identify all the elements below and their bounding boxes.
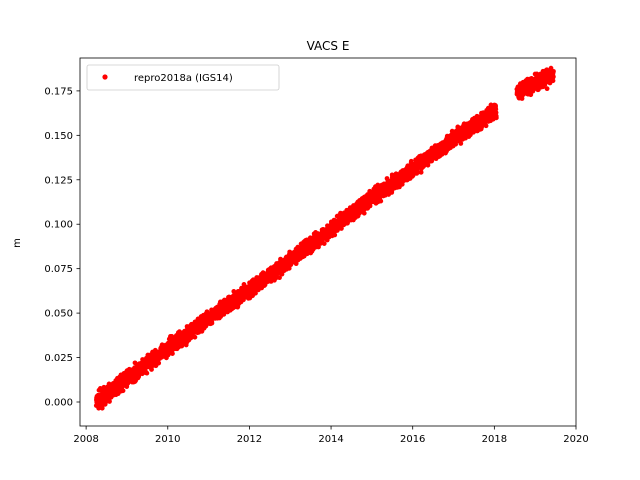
chart-title: VACS E	[307, 39, 350, 53]
data-point	[458, 141, 464, 146]
data-point	[192, 334, 198, 340]
data-point	[519, 96, 525, 101]
data-point	[273, 275, 279, 281]
data-point	[550, 74, 556, 80]
data-point	[378, 198, 384, 204]
x-tick-label: 2010	[155, 434, 180, 445]
data-point	[253, 290, 258, 296]
data-point	[156, 360, 162, 366]
data-point	[493, 115, 499, 121]
data-point	[544, 86, 550, 92]
legend-label: repro2018a (IGS14)	[134, 73, 233, 84]
y-tick-label: 0.025	[44, 353, 73, 364]
x-tick-label: 2018	[482, 434, 507, 445]
x-tick-label: 2020	[563, 434, 588, 445]
x-tick-label: 2008	[73, 434, 98, 445]
y-axis-label: m	[12, 238, 23, 248]
data-point	[551, 68, 556, 74]
data-point	[149, 367, 154, 372]
y-tick-label: 0.100	[44, 220, 73, 231]
data-points	[93, 65, 556, 411]
legend-marker	[102, 74, 108, 80]
y-tick-label: 0.125	[44, 175, 73, 186]
x-tick-label: 2012	[237, 434, 262, 445]
data-point	[107, 399, 112, 404]
data-point	[316, 244, 321, 250]
data-point	[209, 320, 215, 326]
y-tick-label: 0.150	[44, 131, 73, 142]
data-point	[144, 370, 150, 376]
data-point	[332, 232, 338, 238]
y-tick-label: 0.075	[44, 264, 73, 275]
y-tick-label: 0.175	[44, 86, 73, 97]
data-point	[277, 275, 282, 281]
data-point	[286, 265, 292, 271]
data-point	[361, 210, 367, 216]
data-point	[483, 123, 489, 129]
data-point	[321, 241, 327, 247]
x-tick-label: 2016	[400, 434, 425, 445]
data-point	[170, 351, 175, 356]
legend: repro2018a (IGS14)	[86, 64, 280, 91]
y-tick-label: 0.000	[44, 398, 73, 409]
y-tick-label: 0.050	[44, 309, 73, 320]
x-tick-label: 2014	[318, 434, 343, 445]
data-point	[120, 388, 126, 394]
